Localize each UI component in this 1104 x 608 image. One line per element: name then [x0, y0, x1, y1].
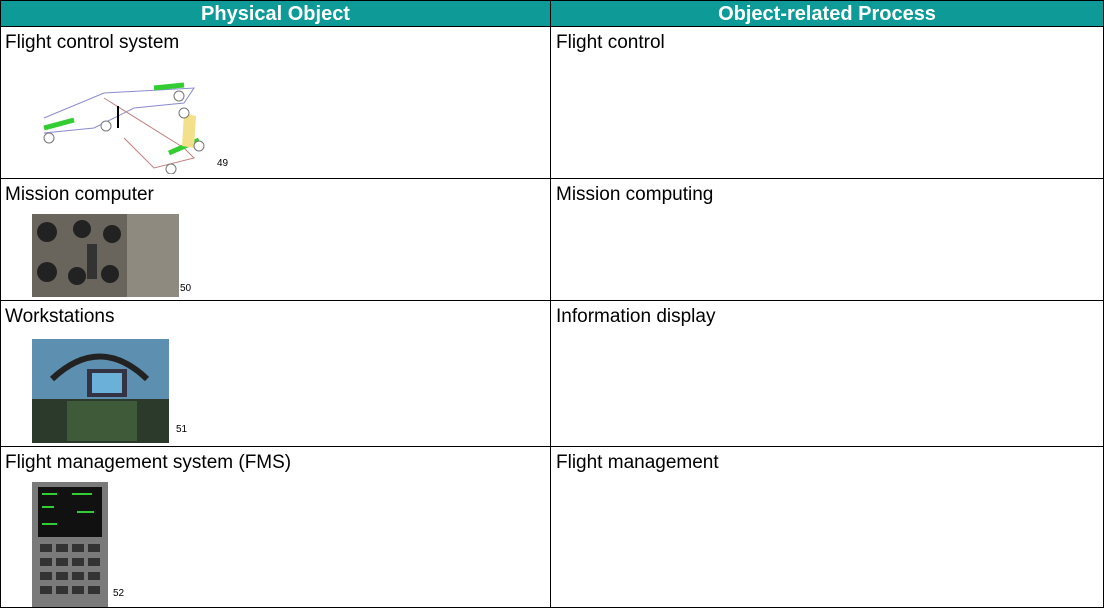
object-name: Flight management system (FMS) — [5, 452, 292, 473]
process-name: Mission computing — [556, 184, 714, 205]
footnote-number: 51 — [176, 424, 188, 435]
header-cell: Physical Object — [0, 0, 551, 27]
footnote-number: 50 — [180, 283, 192, 294]
process-name: Flight management — [556, 452, 719, 473]
process-name: Flight control — [556, 32, 665, 53]
mission-computer-image — [32, 214, 179, 297]
object-name: Workstations — [5, 306, 115, 327]
fms-image — [32, 482, 108, 607]
object-name: Mission computer — [5, 184, 154, 205]
process-name: Information display — [556, 306, 716, 327]
footnote-number: 49 — [217, 158, 229, 169]
header-cell: Object-related Process — [550, 0, 1104, 27]
object-name: Flight control system — [5, 32, 180, 53]
footnote-number: 52 — [113, 588, 125, 599]
flight-control-diagram — [43, 82, 205, 174]
workstation-image — [32, 339, 169, 443]
